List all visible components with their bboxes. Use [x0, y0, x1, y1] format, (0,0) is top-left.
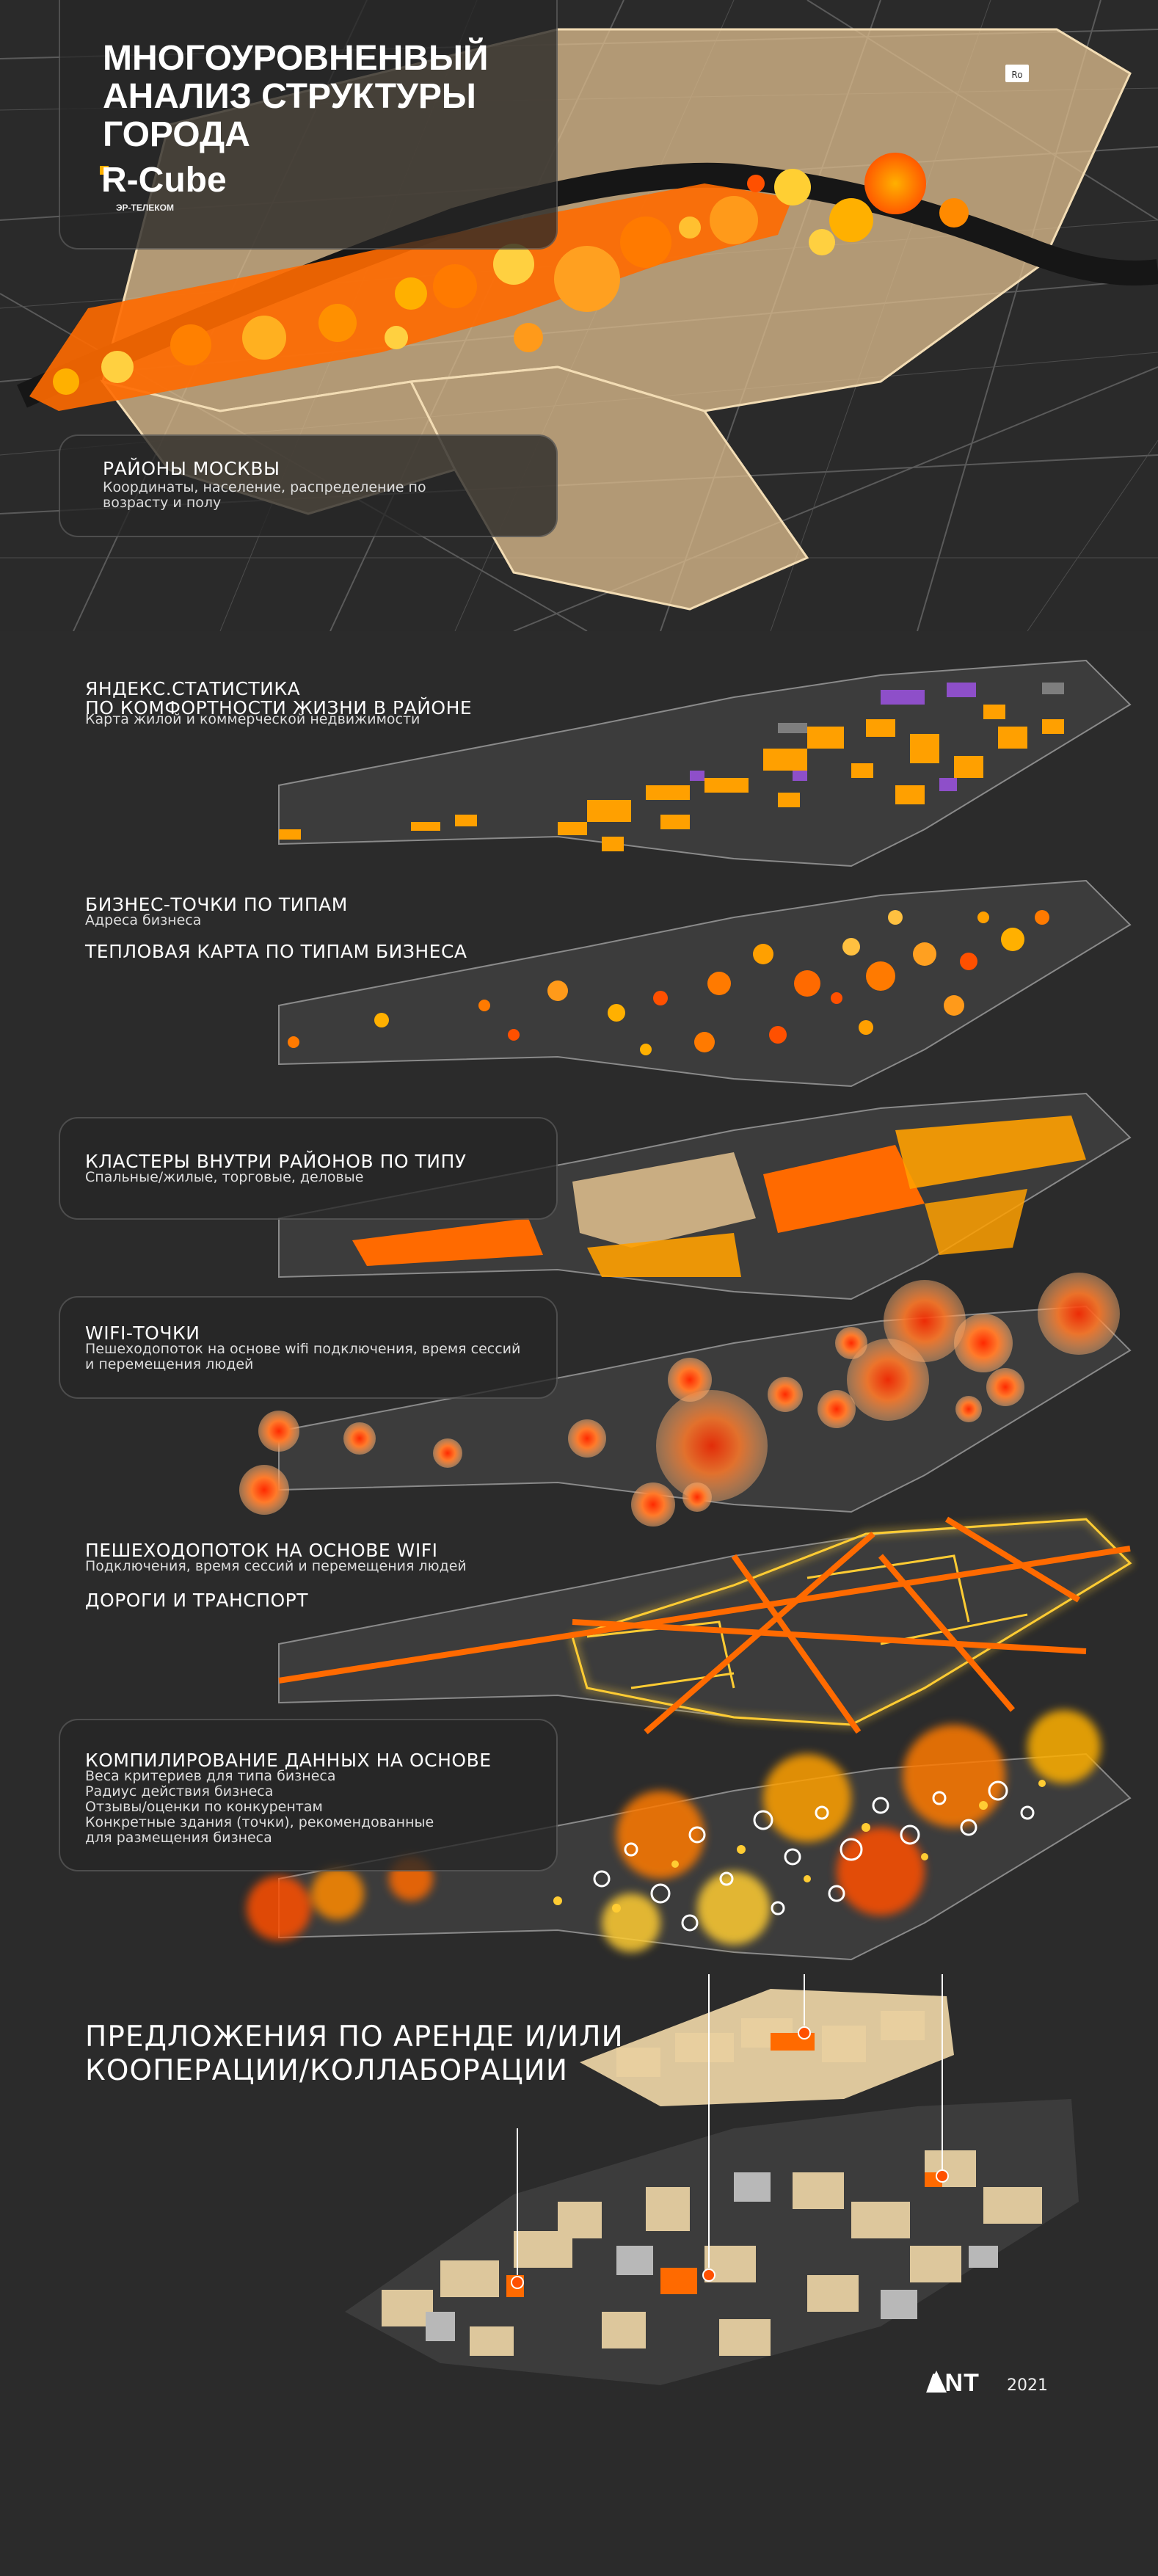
brand-logo-mark: [100, 166, 109, 175]
districts-card: [59, 434, 558, 537]
layer-sub-yandex: Карта жилой и коммерческой недвижимости: [85, 711, 420, 727]
population-bubbles: [53, 153, 969, 395]
buildings-3d-map: [345, 1974, 1079, 2385]
layer-label-business: БИЗНЕС-ТОЧКИ ПО ТИПАМ: [85, 894, 348, 915]
map-badge: [1005, 65, 1029, 82]
layer-label-districts: РАЙОНЫ МОСКВЫ: [103, 458, 280, 479]
page-title-line-3: ГОРОДА: [103, 115, 250, 154]
page-title-line-2: АНАЛИЗ СТРУКТУРЫ: [103, 77, 476, 116]
brand-logo: R-Cube: [101, 161, 227, 200]
layer-label-pedestrian: ПЕШЕХОДОПОТОК НА ОСНОВЕ WIFI: [85, 1540, 438, 1561]
layer-wifi-map: [239, 1273, 1132, 1527]
layer-label-clusters: КЛАСТЕРЫ ВНУТРИ РАЙОНОВ ПО ТИПУ: [85, 1151, 467, 1172]
footer-year: 2021: [1007, 2376, 1048, 2395]
layer-label-compiled: КОМПИЛИРОВАНИЕ ДАННЫХ НА ОСНОВЕ: [85, 1750, 492, 1771]
final-heading-line-1: ПРЕДЛОЖЕНИЯ ПО АРЕНДЕ И/ИЛИ: [85, 2020, 624, 2053]
layer-label-heatmap: ТЕПЛОВАЯ КАРТА ПО ТИПАМ БИЗНЕСА: [85, 941, 467, 962]
layer-label-yandex: ЯНДЕКС.СТАТИСТИКА: [85, 678, 301, 699]
layer-yandex-map: [278, 659, 1132, 867]
layer-sub-pedestrian: Подключения, время сессий и перемещения …: [85, 1558, 467, 1574]
layer-label-wifi: WIFI-ТОЧКИ: [85, 1322, 200, 1344]
compiled-card: [59, 1719, 558, 1871]
layer-label-yandex-2: ПО КОМФОРТНОСТИ ЖИЗНИ В РАЙОНЕ: [85, 697, 473, 718]
footer-logo: ANT: [926, 2369, 980, 2397]
compiled-item: Радиус действия бизнеса: [85, 1783, 274, 1800]
layer-compiled-map: [247, 1710, 1132, 1961]
layer-label-roads: ДОРОГИ И ТРАНСПОРТ: [85, 1590, 309, 1611]
compiled-item: Отзывы/оценки по конкурентам: [85, 1799, 323, 1815]
layer-business-map: [278, 879, 1132, 1088]
ant-logo-mark: [926, 2371, 947, 2393]
layer-sub-wifi-2: и перемещения людей: [85, 1356, 254, 1372]
page-title-line-1: МНОГОУРОВНЕНВЫЙ: [103, 39, 489, 78]
title-card: [59, 0, 558, 250]
layer-sub-business: Адреса бизнеса: [85, 912, 202, 928]
brand-subtitle: ЭР-ТЕЛЕКОМ: [116, 203, 174, 213]
clusters-card: [59, 1117, 558, 1220]
map-badge-text: Ro: [1011, 70, 1022, 80]
layer-roads-map: [278, 1516, 1133, 1735]
layer-sub-districts: Координаты, население, распределение по …: [103, 479, 426, 511]
compiled-item: Веса критериев для типа бизнеса: [85, 1768, 336, 1784]
layered-maps: [239, 659, 1133, 2393]
compiled-item: Конкретные здания (точки), рекомендованн…: [85, 1814, 434, 1830]
layer-sub-clusters: Спальные/жилые, торговые, деловые: [85, 1169, 364, 1185]
compiled-item: для размещения бизнеса: [85, 1830, 272, 1846]
final-heading-line-2: КООПЕРАЦИИ/КОЛЛАБОРАЦИИ: [85, 2054, 569, 2087]
layer-sub-wifi: Пешеходопоток на основе wifi подключения…: [85, 1341, 521, 1357]
wifi-card: [59, 1296, 558, 1399]
layer-clusters-map: [278, 1092, 1132, 1300]
infographic: Ro МНОГОУРОВНЕНВЫЙ АНАЛИЗ СТРУКТУРЫ ГОРО…: [0, 0, 1158, 2397]
